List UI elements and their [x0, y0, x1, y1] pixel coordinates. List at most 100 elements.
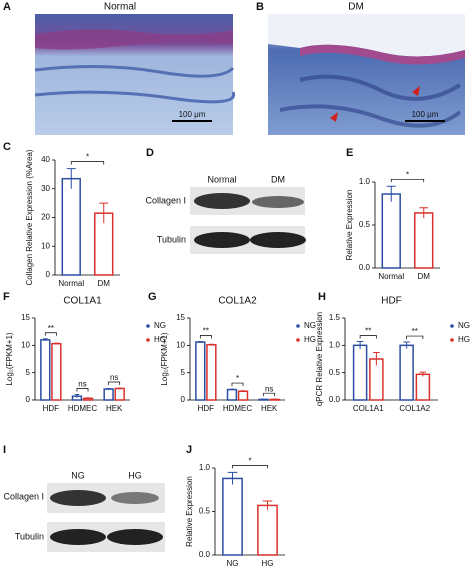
bar	[61, 177, 81, 276]
error-bar	[272, 398, 277, 400]
error-bar	[43, 338, 48, 341]
bar	[399, 344, 414, 401]
legend-marker	[450, 338, 454, 342]
y-axis-label: Relative Expression	[345, 190, 354, 261]
legend-label: HG	[304, 335, 316, 344]
y-tick-label: 10	[21, 340, 30, 349]
band	[252, 196, 304, 208]
panel-letter: G	[148, 291, 157, 303]
fibers	[34, 64, 236, 104]
y-tick-label: 10	[41, 241, 50, 250]
error-bar	[198, 341, 203, 343]
y-tick-label: 1.0	[329, 340, 341, 349]
y-axis-label: qPCR Relative Expression	[315, 312, 324, 406]
significance-label: ns	[78, 380, 86, 389]
error-bar	[85, 397, 91, 399]
significance-label: ns	[265, 384, 273, 393]
legend-label: NG	[154, 321, 166, 330]
significance-label: **	[48, 324, 54, 333]
legend-label: NG	[304, 321, 316, 330]
fibers	[279, 74, 462, 128]
image-title: Normal	[104, 2, 136, 13]
bar	[206, 344, 217, 401]
band	[50, 529, 106, 545]
legend-marker	[296, 324, 300, 328]
y-axis-label: Log₂(FPKM+1)	[5, 332, 14, 385]
x-tick-label: COL1A1	[353, 404, 384, 413]
significance-bracket	[232, 465, 268, 469]
error-bar	[229, 388, 235, 391]
x-tick-label: NG	[227, 559, 239, 568]
scale-label: 100 μm	[179, 110, 206, 119]
bar	[222, 477, 243, 556]
x-tick-label: COL1A2	[399, 404, 430, 413]
chart-title: COL1A1	[63, 296, 102, 307]
significance-bracket	[406, 335, 424, 340]
bar	[352, 344, 368, 401]
significance-label: **	[365, 327, 371, 336]
bar	[237, 390, 249, 401]
error-bar	[66, 168, 76, 189]
y-tick-label: 15	[21, 313, 30, 322]
y-tick-label: 10	[176, 340, 185, 349]
lane-label: DM	[271, 174, 285, 184]
error-bar	[227, 471, 238, 485]
bar	[114, 387, 125, 401]
error-bar	[54, 342, 59, 345]
band	[194, 193, 250, 209]
band	[194, 232, 250, 248]
y-tick-label: 5	[181, 368, 186, 377]
y-tick-label: 1.0	[199, 463, 211, 472]
x-tick-label: HG	[262, 559, 274, 568]
panel-letter: I	[3, 444, 6, 456]
bar	[103, 388, 114, 401]
lane-label: Normal	[207, 174, 236, 184]
y-tick-label: 30	[41, 184, 50, 193]
error-bar	[373, 351, 380, 366]
significance-bracket	[76, 388, 89, 392]
row-label: Collagen I	[3, 491, 44, 501]
error-bar	[261, 398, 266, 400]
x-tick-label: HEK	[261, 404, 278, 413]
significance-bracket	[108, 381, 121, 385]
legend-marker	[450, 324, 454, 328]
panel-letter: H	[318, 291, 326, 303]
significance-label: *	[86, 153, 89, 162]
lane-label: NG	[71, 470, 85, 480]
y-tick-label: 0.5	[329, 368, 341, 377]
panel-letter: D	[146, 147, 154, 159]
significance-label: *	[248, 456, 251, 465]
significance-bracket	[199, 335, 212, 339]
epidermis	[35, 29, 233, 50]
y-tick-label: 0.0	[359, 263, 371, 272]
error-bar	[356, 341, 364, 350]
error-bar	[262, 500, 273, 510]
x-tick-label: Normal	[378, 272, 404, 281]
band	[50, 490, 106, 506]
bar	[51, 342, 62, 401]
y-axis-label: Log₂(FPKM+1)	[160, 332, 169, 385]
row-label: Collagen I	[145, 195, 186, 205]
error-bar	[209, 343, 214, 346]
legend-marker	[296, 338, 300, 342]
bar	[414, 212, 434, 269]
panel-letter: F	[3, 291, 10, 303]
y-axis-label: Relative Expression	[185, 476, 194, 547]
error-bar	[403, 341, 410, 349]
row-label: Tubulin	[157, 234, 186, 244]
error-bar	[386, 185, 396, 202]
panel-letter: C	[3, 141, 11, 153]
panel-letter: A	[3, 1, 11, 13]
significance-label: **	[412, 327, 418, 336]
error-bar	[419, 207, 429, 219]
legend-label: HG	[154, 335, 166, 344]
error-bar	[419, 371, 427, 377]
x-tick-label: DM	[98, 279, 111, 288]
significance-bracket	[231, 382, 244, 387]
row-label: Tubulin	[15, 531, 44, 541]
x-tick-label: HEK	[106, 404, 123, 413]
y-tick-label: 0.0	[329, 395, 341, 404]
band	[107, 529, 163, 545]
panel-letter: J	[186, 444, 192, 456]
